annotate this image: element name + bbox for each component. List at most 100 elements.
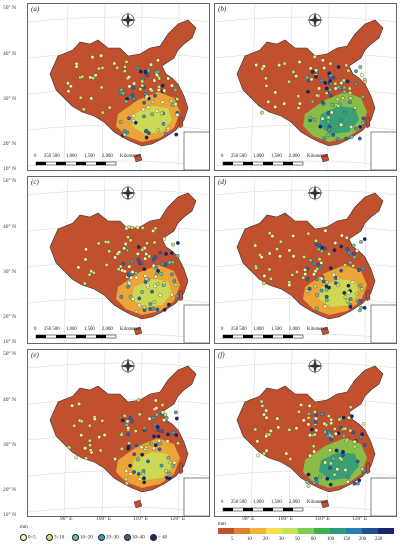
- station-dot: [170, 251, 174, 255]
- station-dot: [256, 453, 261, 458]
- station-dot: [107, 105, 112, 110]
- station-dot: [351, 430, 356, 435]
- raster-tick-label: 50: [295, 537, 300, 542]
- station-dot: [165, 439, 170, 444]
- station-dot: [154, 109, 159, 113]
- map-svg: [28, 4, 209, 170]
- station-dot: [158, 293, 163, 298]
- station-dot: [321, 58, 325, 63]
- station-dot: [121, 418, 125, 423]
- station-dot: [140, 79, 145, 84]
- station-dot: [316, 247, 321, 252]
- station-dot: [270, 234, 275, 238]
- station-dot: [316, 262, 321, 267]
- station-dot: [167, 260, 172, 265]
- station-dot: [125, 481, 129, 486]
- latitude-label: 20° N: [3, 314, 17, 320]
- station-dot: [153, 255, 158, 259]
- station-dot: [324, 298, 329, 303]
- station-dot: [282, 101, 287, 106]
- station-dot: [361, 121, 365, 125]
- station-dot: [329, 421, 334, 426]
- station-dot: [164, 469, 169, 473]
- station-dot: [145, 94, 149, 99]
- station-dot: [356, 299, 361, 304]
- station-dot: [303, 272, 308, 276]
- station-dot: [167, 302, 171, 307]
- station-dot: [171, 430, 176, 435]
- station-dot: [306, 416, 311, 420]
- station-dot: [66, 81, 70, 86]
- station-dot: [173, 102, 178, 106]
- station-dot: [264, 415, 269, 420]
- station-dot: [76, 265, 81, 270]
- station-dot: [99, 85, 104, 90]
- station-dot: [119, 432, 124, 437]
- station-dot: [125, 419, 130, 424]
- island-outline: [365, 116, 371, 129]
- station-dot: [145, 241, 149, 246]
- station-dot: [150, 289, 154, 294]
- station-dot: [137, 303, 142, 308]
- scale-bar-label: 1,500: [271, 154, 282, 159]
- latitude-label: 10° N: [3, 512, 17, 518]
- scale-bar-label: 1,000: [253, 500, 264, 505]
- scale-bar-label: 250 500: [44, 327, 60, 332]
- station-dot: [113, 255, 117, 260]
- station-dot: [107, 249, 112, 254]
- station-dot: [356, 481, 360, 486]
- station-dot: [131, 113, 136, 118]
- station-dot: [335, 97, 340, 102]
- station-dot: [148, 302, 153, 306]
- scale-bar-segment: [96, 335, 106, 338]
- station-dot: [155, 425, 160, 429]
- raster-tick-label: 220: [375, 537, 383, 542]
- dot-legend-label: 30~40: [132, 535, 145, 541]
- station-dot: [151, 263, 156, 268]
- station-dot: [342, 433, 346, 438]
- lon-label: 90° E: [242, 516, 255, 522]
- station-dot: [327, 252, 331, 256]
- raster-color-swatch: [346, 528, 362, 534]
- station-dot: [331, 133, 335, 137]
- dot-legend-item: 30~40: [124, 534, 145, 541]
- island-outline: [133, 326, 143, 336]
- station-dot: [359, 305, 364, 310]
- station-dot: [358, 125, 363, 129]
- station-dot: [144, 135, 149, 140]
- station-dot: [314, 428, 319, 433]
- station-dot: [309, 77, 314, 82]
- station-dot: [314, 476, 318, 481]
- station-dot: [328, 61, 333, 66]
- scale-bar-segment: [76, 162, 86, 165]
- station-dot: [291, 234, 296, 238]
- map-panel-a: (a) 0 250 500 1,000 1,500 2,000 Kilometers: [27, 3, 210, 171]
- station-dot: [303, 268, 307, 272]
- station-dot: [97, 435, 102, 439]
- scale-bar-segment: [96, 162, 106, 165]
- station-dot: [150, 100, 155, 104]
- station-dot: [314, 277, 319, 282]
- station-dot: [166, 126, 171, 131]
- station-dot: [324, 86, 329, 91]
- station-dot: [264, 76, 268, 81]
- station-dot: [145, 283, 150, 288]
- station-dot: [359, 240, 363, 244]
- station-dot: [357, 268, 361, 273]
- station-dot: [106, 240, 111, 244]
- latitude-label: 50° N: [3, 351, 17, 357]
- station-dot: [175, 294, 179, 299]
- station-dot: [131, 86, 136, 90]
- station-dot: [301, 275, 306, 280]
- raster-tick-label: 30: [279, 537, 284, 542]
- station-dot: [335, 467, 340, 472]
- station-dot: [147, 131, 151, 135]
- station-dot: [98, 448, 103, 453]
- station-dot: [162, 307, 167, 312]
- scale-bar-label: 250 500: [231, 500, 247, 505]
- station-dot: [74, 455, 79, 460]
- station-dot: [163, 412, 168, 417]
- station-dot: [172, 279, 177, 283]
- station-dot: [124, 422, 129, 427]
- station-dot: [346, 290, 351, 295]
